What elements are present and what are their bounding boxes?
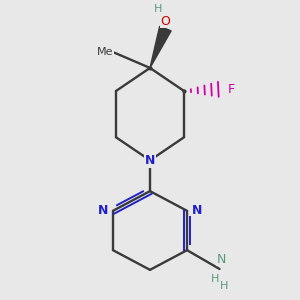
Text: F: F [228,83,235,96]
Text: O: O [160,14,170,28]
Text: Me: Me [97,47,113,57]
Text: H: H [220,280,229,291]
Text: N: N [191,204,202,217]
Text: N: N [98,204,109,217]
Text: N: N [145,154,155,167]
Text: H: H [211,274,219,284]
Text: N: N [217,253,226,266]
Polygon shape [150,26,171,68]
Text: H: H [154,4,162,14]
